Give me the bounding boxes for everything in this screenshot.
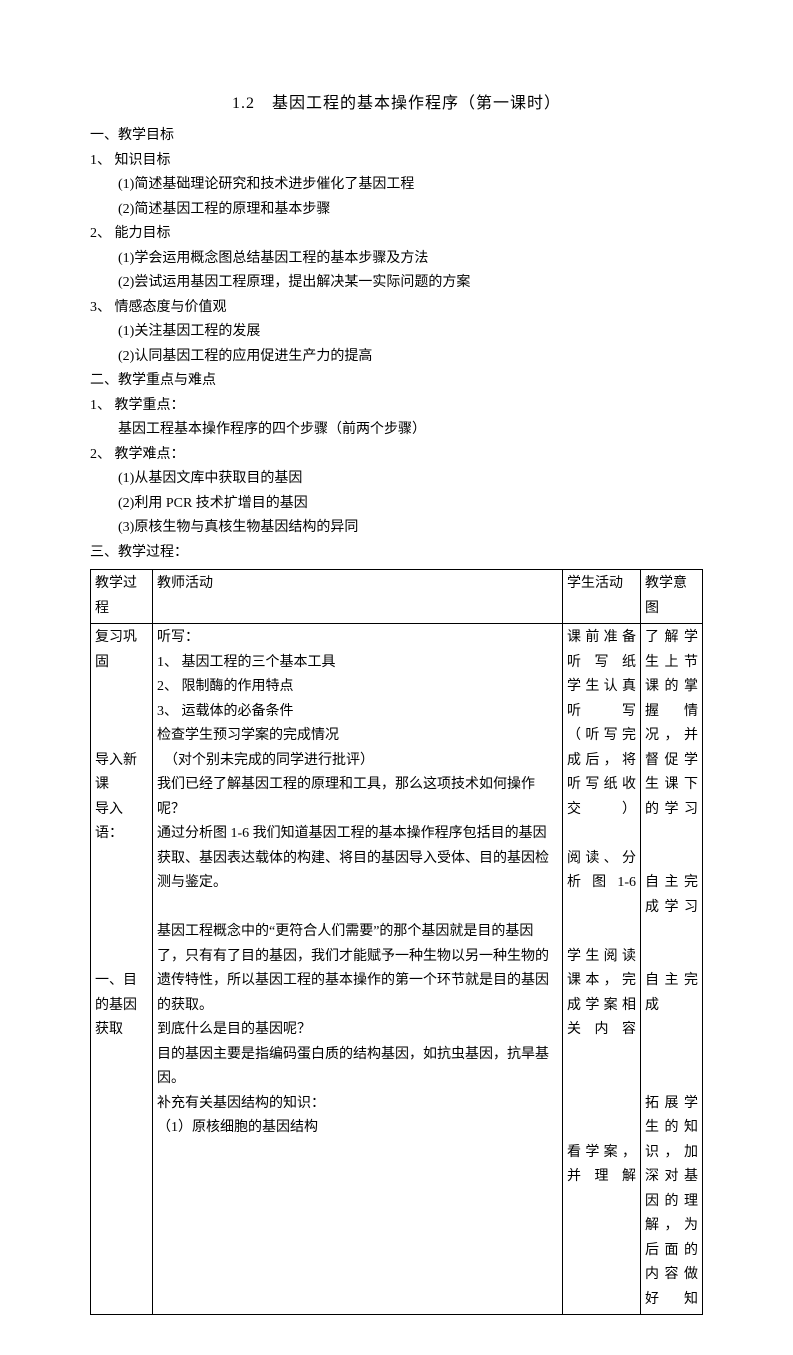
proc-l4 xyxy=(95,724,148,749)
s2-item1: 1、 教学重点： xyxy=(90,394,703,419)
table-header-row: 教学过程 教师活动 学生活动 教学意图 xyxy=(91,570,703,624)
proc-l2 xyxy=(95,675,148,700)
s2-item2-sub3: (3)原核生物与真核生物基因结构的异同 xyxy=(90,516,703,541)
proc-l12: 一、目的基因获取 xyxy=(95,969,148,1043)
int-l9 xyxy=(645,1043,698,1068)
int-l5 xyxy=(645,920,698,945)
s2-item2-num: 2、 xyxy=(90,447,111,462)
int-l6 xyxy=(645,945,698,970)
teach-l11: 到底什么是目的基因呢？ xyxy=(157,1018,558,1043)
s1-item2-sub1: (1)学会运用概念图总结基因工程的基本步骤及方法 xyxy=(90,247,703,272)
s1-item1: 1、 知识目标 xyxy=(90,149,703,174)
th-intent: 教学意图 xyxy=(641,570,703,624)
teach-l12: 目的基因主要是指编码蛋白质的结构基因，如抗虫基因，抗旱基因。 xyxy=(157,1043,558,1092)
teach-l9 xyxy=(157,896,558,921)
stud-l7 xyxy=(567,920,636,945)
stud-l6 xyxy=(567,896,636,921)
s2-item1-num: 1、 xyxy=(90,398,111,413)
teach-l2: 1、 基因工程的三个基本工具 xyxy=(157,651,558,676)
teaching-process-table: 教学过程 教师活动 学生活动 教学意图 复习巩固 导入新课 导入语： 一、目的基… xyxy=(90,569,703,1315)
teach-l3: 2、 限制酶的作用特点 xyxy=(157,675,558,700)
stud-l5: 阅读、分析图1-6 xyxy=(567,847,636,896)
th-student: 学生活动 xyxy=(563,570,641,624)
teach-l14: （1）原核细胞的基因结构 xyxy=(157,1116,558,1141)
s1-item2-sub2: (2)尝试运用基因工程原理，提出解决某一实际问题的方案 xyxy=(90,271,703,296)
section3-heading: 三、教学过程： xyxy=(90,541,703,566)
int-l8 xyxy=(645,1018,698,1043)
cell-student: 课前准备听写纸 学生认真听写 （听写完成后，将听写纸收交） 阅读、分析图1-6 … xyxy=(563,624,641,1315)
s2-item2-sub1: (1)从基因文库中获取目的基因 xyxy=(90,467,703,492)
lesson-plan-page: 1.2 基因工程的基本操作程序（第一课时） 一、教学目标 1、 知识目标 (1)… xyxy=(0,0,793,1355)
stud-l1: 课前准备听写纸 xyxy=(567,626,636,675)
stud-l3: （听写完成后，将听写纸收交） xyxy=(567,724,636,822)
stud-l10 xyxy=(567,1067,636,1092)
proc-l8 xyxy=(95,871,148,896)
s1-item2-num: 2、 xyxy=(90,226,111,241)
s2-item2: 2、 教学难点： xyxy=(90,443,703,468)
teach-l6: （对个别未完成的同学进行批评） xyxy=(157,749,558,774)
s1-item1-num: 1、 xyxy=(90,153,111,168)
s1-item3-num: 3、 xyxy=(90,300,111,315)
stud-l12 xyxy=(567,1116,636,1141)
int-l4: 自主完成学习 xyxy=(645,871,698,920)
cell-process: 复习巩固 导入新课 导入语： 一、目的基因获取 xyxy=(91,624,153,1315)
proc-l5: 导入新课 xyxy=(95,749,148,798)
cell-teacher: 听写： 1、 基因工程的三个基本工具 2、 限制酶的作用特点 3、 运载体的必备… xyxy=(153,624,563,1315)
th-process: 教学过程 xyxy=(91,570,153,624)
int-l7: 自主完成 xyxy=(645,969,698,1018)
stud-l13: 看学案，并理解 xyxy=(567,1141,636,1190)
int-l11: 拓展学生的知识，加深对基因的理解，为后面的内容做好知 xyxy=(645,1092,698,1313)
s2-item1-label: 教学重点： xyxy=(115,398,185,413)
teach-l13: 补充有关基因结构的知识： xyxy=(157,1092,558,1117)
stud-l11 xyxy=(567,1092,636,1117)
int-l10 xyxy=(645,1067,698,1092)
int-l2 xyxy=(645,822,698,847)
proc-l11 xyxy=(95,945,148,970)
stud-l2: 学生认真听写 xyxy=(567,675,636,724)
teach-l5: 检查学生预习学案的完成情况 xyxy=(157,724,558,749)
s2-item1-sub1: 基因工程基本操作程序的四个步骤（前两个步骤） xyxy=(90,418,703,443)
teach-l1: 听写： xyxy=(157,626,558,651)
teach-l10: 基因工程概念中的“更符合人们需要”的那个基因就是目的基因了，只有有了目的基因，我… xyxy=(157,920,558,1018)
s1-item1-sub1: (1)简述基础理论研究和技术进步催化了基因工程 xyxy=(90,173,703,198)
th-teacher: 教师活动 xyxy=(153,570,563,624)
proc-l6: 导入语： xyxy=(95,798,148,847)
stud-l9 xyxy=(567,1043,636,1068)
section2-heading: 二、教学重点与难点 xyxy=(90,369,703,394)
s1-item3-sub2: (2)认同基因工程的应用促进生产力的提高 xyxy=(90,345,703,370)
proc-l7 xyxy=(95,847,148,872)
proc-l1: 复习巩固 xyxy=(95,626,148,675)
s1-item1-label: 知识目标 xyxy=(115,153,171,168)
proc-l10 xyxy=(95,920,148,945)
cell-intent: 了解学生上节课的掌握情况，并督促学生课下的学习 自主完成学习 自主完成 拓展学生… xyxy=(641,624,703,1315)
section1-heading: 一、教学目标 xyxy=(90,124,703,149)
teach-l8: 通过分析图 1-6 我们知道基因工程的基本操作程序包括目的基因获取、基因表达载体… xyxy=(157,822,558,896)
s1-item1-sub2: (2)简述基因工程的原理和基本步骤 xyxy=(90,198,703,223)
s1-item3-sub1: (1)关注基因工程的发展 xyxy=(90,320,703,345)
teach-l4: 3、 运载体的必备条件 xyxy=(157,700,558,725)
s2-item2-sub2: (2)利用 PCR 技术扩增目的基因 xyxy=(90,492,703,517)
s2-item2-label: 教学难点： xyxy=(115,447,185,462)
s1-item3: 3、 情感态度与价值观 xyxy=(90,296,703,321)
proc-l9 xyxy=(95,896,148,921)
stud-l8: 学生阅读课本，完成学案相关内容 xyxy=(567,945,636,1043)
s1-item2-label: 能力目标 xyxy=(115,226,171,241)
s1-item3-label: 情感态度与价值观 xyxy=(115,300,227,315)
proc-l3 xyxy=(95,700,148,725)
stud-l4 xyxy=(567,822,636,847)
document-title: 1.2 基因工程的基本操作程序（第一课时） xyxy=(90,90,703,118)
int-l3 xyxy=(645,847,698,872)
s1-item2: 2、 能力目标 xyxy=(90,222,703,247)
table-body-row: 复习巩固 导入新课 导入语： 一、目的基因获取 听写： 1、 基因工程的三个基本… xyxy=(91,624,703,1315)
teach-l7: 我们已经了解基因工程的原理和工具，那么这项技术如何操作呢？ xyxy=(157,773,558,822)
int-l1: 了解学生上节课的掌握情况，并督促学生课下的学习 xyxy=(645,626,698,822)
